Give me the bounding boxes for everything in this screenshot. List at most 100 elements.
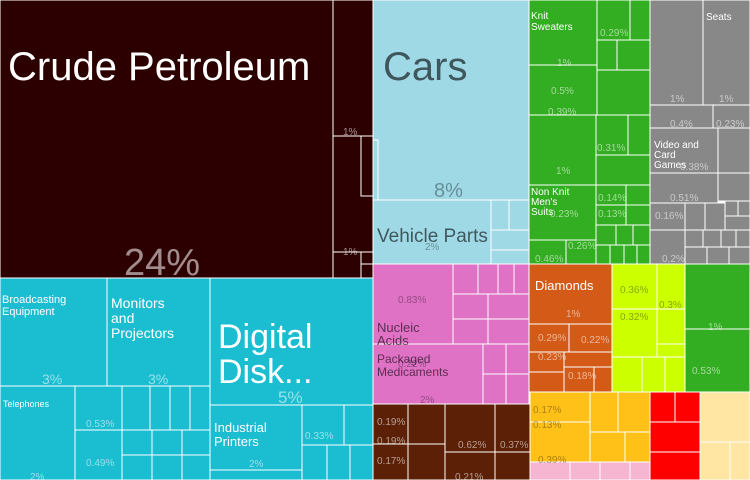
tile-misc [720,229,737,248]
tile-industrial-printers [209,404,303,471]
tile-vegetable [611,308,658,358]
tile-chemicals [452,318,489,345]
tile-share-cars: 8% [434,180,463,202]
tile-machinery [349,444,374,480]
tile-vegetable [664,356,686,393]
tile-label-packaged-medicaments: Packaged Medicaments [377,352,448,379]
tile-machinery [181,454,211,480]
tile-chemicals [482,343,507,375]
share-textiles-4: 0.39% [548,107,576,118]
share-misc-7: 0.2% [662,254,685,265]
tile-machinery [343,404,374,446]
tile-chemicals [482,373,507,405]
share-metals-6: 0.21% [455,472,483,480]
tile-chemicals [497,263,515,295]
share-textiles-2: 1% [557,58,572,69]
tile-metals [407,403,446,445]
tile-label-digital-disk: Digital Disk... [218,318,312,391]
share-metals-5: 0.37% [500,440,528,451]
tile-plastics [569,461,601,480]
tile-label-vehicle-parts: Vehicle Parts [377,226,488,247]
tile-metals [494,403,531,453]
tile-misc [649,172,719,204]
tile-label-knit-sweaters: Knit Sweaters [531,11,573,33]
tile-label-nucleic-acids: Nucleic Acids [377,320,420,348]
tile-machinery [326,444,351,480]
tile-machinery [189,385,211,431]
tile-foodstuffs [649,451,701,480]
share-textiles-7: 0.14% [598,193,626,204]
tile-paper [729,441,750,480]
tile-machinery [209,469,303,480]
share-textiles-right-2: 0.53% [692,366,720,377]
tile-label-seats: Seats [706,12,732,23]
tile-machinery [121,429,153,456]
tile-misc [649,202,686,231]
tile-transport [508,199,530,231]
tile-precious-metals [593,366,613,393]
tile-share-diamonds: 1% [566,309,581,320]
share-machinery-1: 0.53% [86,419,114,430]
tile-textiles [636,244,651,265]
share-animal-3: 0.39% [538,455,566,466]
tile-cars [372,0,530,201]
tile-misc [735,229,750,248]
tile-vegetable [641,356,666,393]
share-machinery-2: 0.49% [86,458,114,469]
tile-textiles [596,39,618,71]
tile-label-video-games: Video and Card Games [654,140,699,171]
tile-transport [490,229,530,251]
tile-misc [728,246,750,265]
treemap-labels: Crude Petroleum 24% Cars 8% Vehicle Part… [2,11,744,480]
share-vegetable-2: 0.3% [659,300,682,311]
share-precious-3: 0.23% [538,352,566,363]
tile-textiles [625,204,651,226]
tile-misc [684,229,704,248]
tile-share-telephones: 2% [30,472,45,480]
tile-share-broadcasting: 3% [42,371,62,387]
tile-label-monitors: Monitors and Projectors [111,295,174,341]
share-machinery-3: 0.33% [305,431,333,442]
tile-textiles [632,224,651,246]
tile-share-non-knit-suits: 0.23% [550,209,578,220]
tile-paper [699,391,750,443]
tile-textiles [595,154,651,186]
tile-chemicals [505,343,530,375]
tile-animal-products [617,391,651,433]
tile-foodstuffs [649,391,676,423]
tile-misc [649,0,704,106]
share-textiles-9: 0.26% [568,241,596,252]
share-mineral-2: 1% [343,247,358,258]
tile-chemicals [452,293,489,320]
share-vegetable-1: 0.36% [620,285,648,296]
share-precious-1: 0.29% [538,333,566,344]
tile-misc [649,229,686,265]
tile-textiles [684,263,750,330]
tile-textiles [627,114,651,156]
tile-foodstuffs [674,391,701,423]
share-textiles-5: 0.31% [597,143,625,154]
tile-chemicals [477,263,499,295]
tile-textiles [528,114,597,186]
share-misc-3: 0.4% [670,119,693,130]
tile-mineral [360,135,374,197]
tile-mineral [360,251,374,265]
tile-share-nucleic-acids: 0.83% [398,295,426,306]
tile-machinery [151,454,183,480]
share-animal-1: 0.17% [533,405,561,416]
tile-machinery [301,444,328,480]
tile-precious-metals [563,351,613,368]
tile-transport [490,199,510,231]
tile-textiles [625,184,651,206]
share-textiles-right-1: 1% [708,322,723,333]
share-textiles-1: 0.29% [600,28,628,39]
tile-misc [724,215,750,231]
tile-vegetable [656,308,686,345]
tile-animal-products [624,431,651,463]
tile-animal-products [589,391,619,433]
tile-machinery [121,454,153,480]
tile-share-packaged-medicaments: 2% [420,395,435,406]
tile-share-digital-disk: 5% [278,388,303,407]
share-vegetable-3: 0.32% [620,312,648,323]
